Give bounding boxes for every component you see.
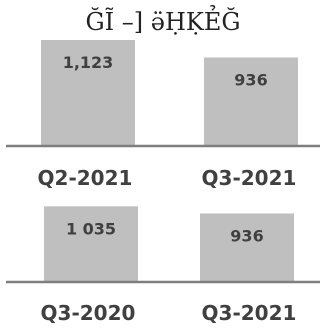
value-label: 936 <box>234 70 267 89</box>
category-label: Q3-2020 <box>41 301 136 325</box>
value-label: 1 035 <box>66 219 116 238</box>
value-label: 936 <box>230 226 263 245</box>
bar-bottom-q3-2021 <box>200 213 294 281</box>
value-label: 1,123 <box>63 53 114 72</box>
bar-bottom-q3-2020 <box>44 206 138 281</box>
bar-top-q3-2021 <box>204 57 298 145</box>
chart-title: ĞĨ –] ӛḤḲẺĞ <box>85 4 240 36</box>
chart-panel-bottom: 1 035 Q3-2020 936 Q3-2021 <box>6 206 320 325</box>
category-label: Q3-2021 <box>202 166 297 190</box>
category-label: Q2-2021 <box>38 166 133 190</box>
category-label: Q3-2021 <box>202 301 297 325</box>
bar-top-q2-2021 <box>41 40 135 145</box>
chart-panel-top: 1,123 Q2-2021 936 Q3-2021 <box>6 40 320 190</box>
